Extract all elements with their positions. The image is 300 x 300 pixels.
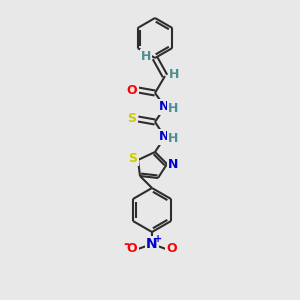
Text: N: N [146, 237, 158, 251]
Text: N: N [168, 158, 178, 170]
Text: -: - [123, 237, 129, 251]
Text: S: S [128, 112, 136, 125]
Text: O: O [127, 83, 137, 97]
Text: H: H [169, 68, 179, 82]
Text: S: S [128, 152, 137, 164]
Text: O: O [127, 242, 137, 256]
Text: N: N [159, 100, 169, 113]
Text: O: O [167, 242, 177, 256]
Text: H: H [141, 50, 151, 64]
Text: +: + [154, 234, 162, 244]
Text: H: H [168, 103, 178, 116]
Text: N: N [159, 130, 169, 143]
Text: H: H [168, 133, 178, 146]
